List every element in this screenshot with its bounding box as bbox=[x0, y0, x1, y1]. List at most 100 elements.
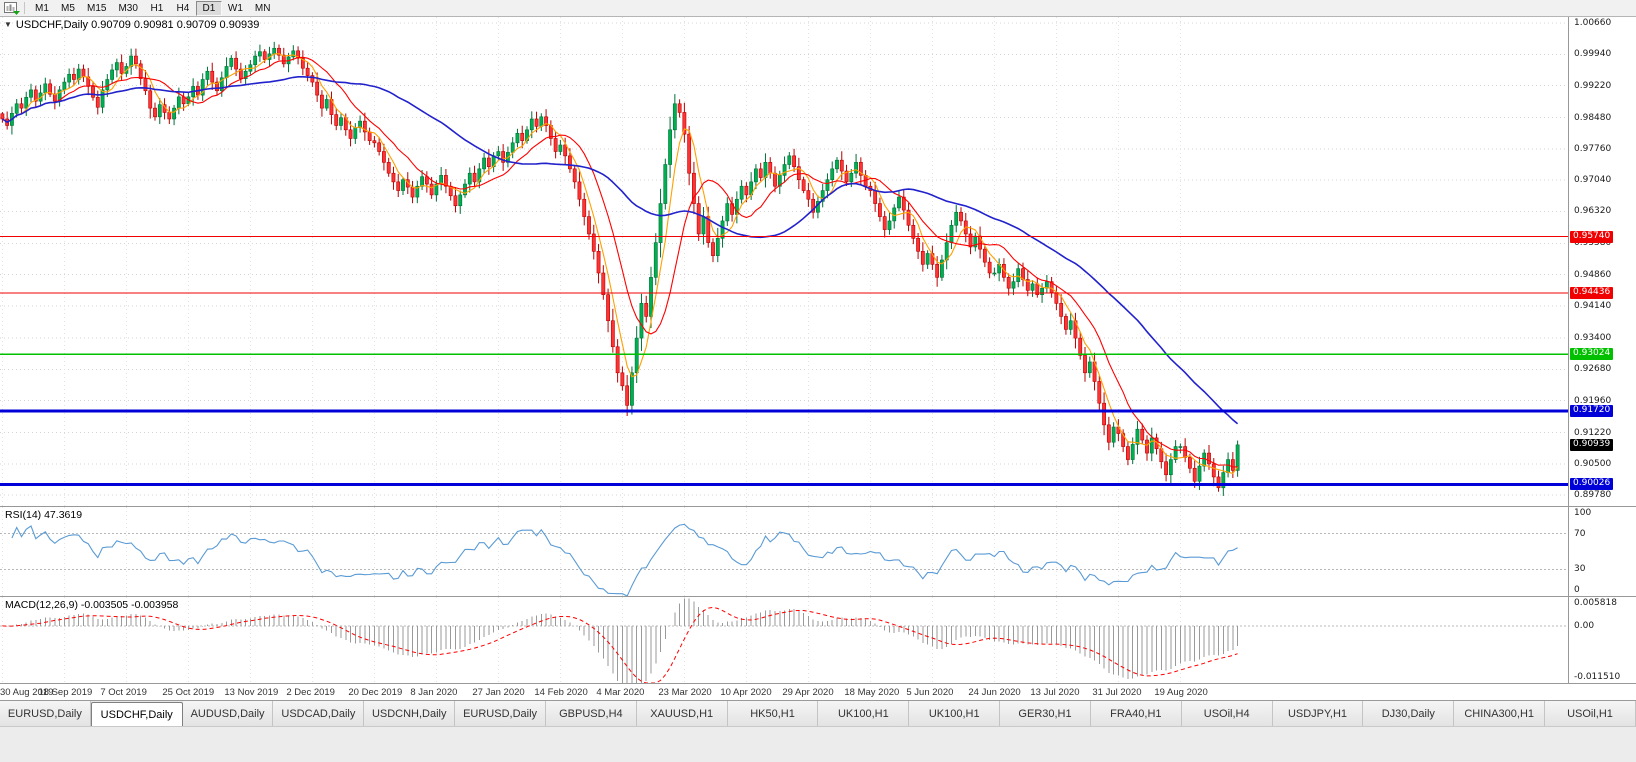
symbol-expander-icon[interactable]: ▼ bbox=[4, 20, 12, 29]
rsi-axis-label: 30 bbox=[1574, 564, 1586, 575]
rsi-line bbox=[11, 523, 1238, 596]
timeframe-button-h4[interactable]: H4 bbox=[170, 1, 196, 16]
macd-label: MACD(12,26,9) -0.003505 -0.003958 bbox=[5, 599, 179, 611]
timeframe-button-m15[interactable]: M15 bbox=[81, 1, 112, 16]
macd-axis-label: 0.00 bbox=[1574, 620, 1595, 631]
chart-tabs: EURUSD,Daily USDCHF,Daily AUDUSD,Daily USDC… bbox=[0, 700, 1636, 726]
status-bar bbox=[0, 726, 1636, 762]
chart-tab-eurusd-daily[interactable]: EURUSD,Daily bbox=[455, 701, 546, 726]
date-axis-label: 27 Jan 2020 bbox=[472, 687, 525, 698]
rsi-axis-label: 0 bbox=[1574, 585, 1580, 595]
price-panel: ▼ USDCHF,Daily 0.90709 0.90981 0.90709 0… bbox=[0, 17, 1636, 506]
price-axis-label: 0.93400 bbox=[1574, 333, 1612, 344]
timeframe-toolbar: M1 M5 M15 M30 H1 H4 D1 W1 MN bbox=[0, 0, 1636, 17]
date-axis-label: 20 Dec 2019 bbox=[348, 687, 403, 698]
macd-axis[interactable]: 0.005818 0.00 -0.011510 bbox=[1568, 597, 1636, 683]
date-axis-label: 18 Sep 2019 bbox=[38, 687, 93, 698]
date-axis-label: 18 May 2020 bbox=[844, 687, 900, 698]
chart-tab-uk100-h1[interactable]: UK100,H1 bbox=[909, 701, 1001, 726]
macd-signal-line bbox=[2, 606, 1238, 683]
date-axis-label: 5 Jun 2020 bbox=[906, 687, 954, 698]
macd-chart-canvas[interactable] bbox=[0, 597, 1568, 683]
price-axis-label: 0.95580 bbox=[1574, 238, 1612, 249]
rsi-panel: RSI(14) 47.3619 100 70 30 0 bbox=[0, 507, 1636, 596]
macd-axis-label: 0.005818 bbox=[1574, 598, 1617, 608]
ma-12 bbox=[2, 56, 1238, 468]
price-axis-label: 0.99940 bbox=[1574, 49, 1612, 60]
date-axis-label: 7 Oct 2019 bbox=[100, 687, 147, 698]
price-axis-label: 0.94860 bbox=[1574, 269, 1612, 280]
price-axis-label: 0.96320 bbox=[1574, 206, 1612, 217]
macd-histogram bbox=[6, 598, 1239, 683]
timeframe-button-m5[interactable]: M5 bbox=[55, 1, 81, 16]
rsi-label: RSI(14) 47.3619 bbox=[5, 509, 83, 521]
price-grid bbox=[0, 17, 1568, 506]
price-axis-label: 0.90500 bbox=[1574, 458, 1612, 469]
date-axis-label: 2 Dec 2019 bbox=[286, 687, 335, 698]
date-axis[interactable]: 30 Aug 2019 18 Sep 2019 7 Oct 2019 25 Oct 2… bbox=[0, 683, 1636, 700]
price-line-label: 0.94436 bbox=[1570, 287, 1614, 300]
price-line-label: 0.95740 bbox=[1570, 230, 1614, 243]
date-axis-label: 14 Feb 2020 bbox=[534, 687, 588, 698]
chart-tab-usoil-h1[interactable]: USOil,H1 bbox=[1545, 701, 1636, 726]
date-axis-label: 10 Apr 2020 bbox=[720, 687, 772, 698]
chart-tab-usdjpy-h1[interactable]: USDJPY,H1 bbox=[1272, 701, 1364, 726]
timeframe-button-m30[interactable]: M30 bbox=[112, 1, 143, 16]
timeframe-button-h1[interactable]: H1 bbox=[144, 1, 170, 16]
candles-layer bbox=[0, 41, 1240, 496]
price-axis-label: 0.98480 bbox=[1574, 112, 1612, 123]
chart-tab-hk50-h1[interactable]: HK50,H1 bbox=[727, 701, 819, 726]
price-axis-label: 0.89780 bbox=[1574, 490, 1612, 501]
chart-tab-usdchf-daily[interactable]: USDCHF,Daily bbox=[90, 702, 183, 726]
price-axis-label: 0.97760 bbox=[1574, 143, 1612, 154]
rsi-axis[interactable]: 100 70 30 0 bbox=[1568, 507, 1636, 596]
price-axis-label: 0.91960 bbox=[1574, 395, 1612, 406]
price-axis[interactable]: 1.00660 0.99940 0.99220 0.98480 0.97760 0.970… bbox=[1568, 17, 1636, 506]
chart-area: ▼ USDCHF,Daily 0.90709 0.90981 0.90709 0… bbox=[0, 17, 1636, 700]
chart-tab-usdcad-daily[interactable]: USDCAD,Daily bbox=[273, 701, 365, 726]
panel-separator[interactable] bbox=[0, 506, 1636, 507]
date-axis-label: 30 Aug 2019 bbox=[0, 687, 54, 698]
chart-tab-ger30-h1[interactable]: GER30,H1 bbox=[1000, 701, 1091, 726]
timeframe-button-w1[interactable]: W1 bbox=[222, 1, 249, 16]
chart-tab-china300-h1[interactable]: CHINA300,H1 bbox=[1454, 701, 1546, 726]
chart-tab-uk100-h1[interactable]: UK100,H1 bbox=[818, 701, 910, 726]
price-axis-label: 0.99220 bbox=[1574, 80, 1612, 91]
price-axis-label: 0.97040 bbox=[1574, 175, 1612, 186]
current-price-label: 0.90939 bbox=[1570, 438, 1614, 451]
rsi-grid bbox=[0, 507, 1568, 596]
price-axis-label: 1.00660 bbox=[1574, 18, 1612, 29]
timeframe-button-d1[interactable]: D1 bbox=[195, 0, 222, 16]
panel-separator[interactable] bbox=[0, 596, 1636, 597]
date-axis-label: 13 Nov 2019 bbox=[224, 687, 279, 698]
price-axis-label: 0.92680 bbox=[1574, 364, 1612, 375]
toolbar-separator bbox=[24, 2, 25, 14]
rsi-chart-canvas[interactable] bbox=[0, 507, 1568, 596]
date-axis-label: 31 Jul 2020 bbox=[1092, 687, 1142, 698]
timeframe-button-mn[interactable]: MN bbox=[249, 1, 277, 16]
horizontal-lines-layer bbox=[0, 236, 1568, 486]
chart-tab-audusd-daily[interactable]: AUDUSD,Daily bbox=[182, 701, 274, 726]
chart-tab-usoil-h4[interactable]: USOil,H4 bbox=[1181, 701, 1273, 726]
chart-title: ▼ USDCHF,Daily 0.90709 0.90981 0.90709 0… bbox=[4, 19, 259, 31]
date-axis-label: 23 Mar 2020 bbox=[658, 687, 712, 698]
chart-icon[interactable] bbox=[2, 1, 22, 16]
timeframe-button-m1[interactable]: M1 bbox=[29, 1, 55, 16]
chart-tab-gbpusd-h4[interactable]: GBPUSD,H4 bbox=[545, 701, 637, 726]
ma-40 bbox=[1, 75, 1239, 425]
price-chart-canvas[interactable] bbox=[0, 17, 1568, 506]
chart-tab-dj30-daily[interactable]: DJ30,Daily bbox=[1363, 701, 1455, 726]
date-axis-label: 4 Mar 2020 bbox=[596, 687, 645, 698]
chart-tab-xauusd-h1[interactable]: XAUUSD,H1 bbox=[636, 701, 728, 726]
price-line-label: 0.93024 bbox=[1570, 348, 1614, 361]
chart-tab-fra40-h1[interactable]: FRA40,H1 bbox=[1090, 701, 1182, 726]
macd-grid bbox=[0, 597, 1568, 683]
date-axis-label: 24 Jun 2020 bbox=[968, 687, 1021, 698]
chart-tab-usdcnh-daily[interactable]: USDCNH,Daily bbox=[364, 701, 456, 726]
rsi-axis-label: 70 bbox=[1574, 528, 1586, 539]
macd-panel: MACD(12,26,9) -0.003505 -0.003958 0.0058… bbox=[0, 597, 1636, 683]
chart-tab-eurusd-daily[interactable]: EURUSD,Daily bbox=[0, 701, 91, 726]
chart-title-text: USDCHF,Daily 0.90709 0.90981 0.90709 0.9… bbox=[15, 19, 260, 31]
rsi-axis-label: 100 bbox=[1574, 508, 1592, 518]
